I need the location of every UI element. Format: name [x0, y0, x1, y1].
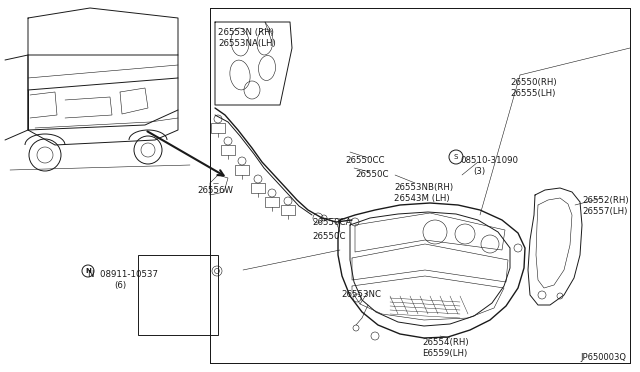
Bar — [138, 255, 218, 335]
Text: N  08911-10537: N 08911-10537 — [88, 270, 158, 279]
Text: 26552(RH): 26552(RH) — [582, 196, 628, 205]
Text: (6): (6) — [114, 281, 126, 290]
Text: 26553NB(RH): 26553NB(RH) — [394, 183, 453, 192]
Bar — [251, 183, 265, 193]
Text: 26550CC: 26550CC — [345, 156, 385, 165]
Bar — [211, 123, 225, 133]
Text: S: S — [454, 154, 458, 160]
Text: N: N — [85, 268, 91, 274]
Text: 26550C: 26550C — [355, 170, 388, 179]
Text: (3): (3) — [473, 167, 485, 176]
Bar — [281, 205, 295, 215]
Text: E6559(LH): E6559(LH) — [422, 349, 467, 358]
Text: 26556W: 26556W — [197, 186, 233, 195]
Text: 08510-31090: 08510-31090 — [460, 156, 518, 165]
Text: 26550C: 26550C — [312, 232, 346, 241]
Bar — [265, 197, 279, 207]
Text: 26550(RH): 26550(RH) — [510, 78, 557, 87]
Text: 26554(RH): 26554(RH) — [422, 338, 468, 347]
Text: 26550CA: 26550CA — [312, 218, 351, 227]
Text: 26553NA(LH): 26553NA(LH) — [218, 39, 276, 48]
Text: 26543M (LH): 26543M (LH) — [394, 194, 450, 203]
Text: 26553NC: 26553NC — [341, 290, 381, 299]
Text: 26553N (RH): 26553N (RH) — [218, 28, 274, 37]
Bar — [221, 145, 235, 155]
Text: JP650003Q: JP650003Q — [580, 353, 626, 362]
Text: 26555(LH): 26555(LH) — [510, 89, 556, 98]
Text: 26557(LH): 26557(LH) — [582, 207, 627, 216]
Bar — [210, 8, 630, 363]
Bar — [235, 165, 249, 175]
